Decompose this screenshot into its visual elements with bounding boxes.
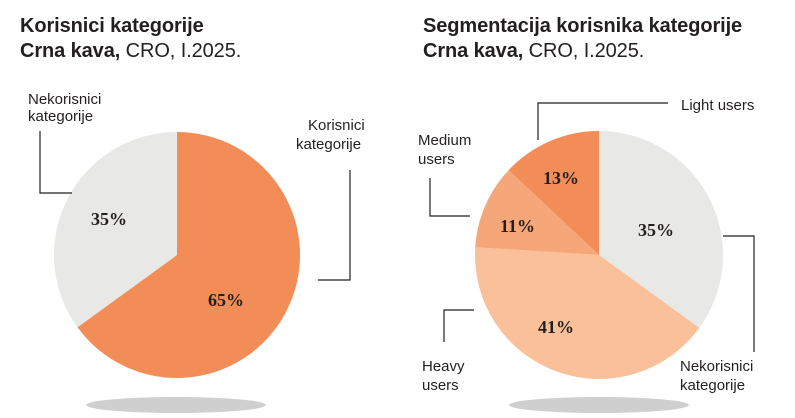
chart2-label-medium-2: users bbox=[418, 151, 455, 168]
chart2-title: Segmentacija korisnika kategorije Crna k… bbox=[423, 14, 742, 64]
chart1-leader-non-users bbox=[39, 131, 72, 194]
chart2-value-light: 13% bbox=[543, 168, 579, 188]
chart1-subtitle-line: Crna kava, CRO, I.2025. bbox=[20, 39, 241, 64]
chart1-slice-korisnici-kategorije bbox=[77, 132, 301, 379]
chart2-subtitle-bold: Crna kava, bbox=[423, 40, 524, 62]
chart2-label-medium-1: Medium bbox=[418, 132, 471, 149]
chart1-slice-nekorisnici-kategorije bbox=[54, 132, 178, 328]
chart2-leader-heavy bbox=[443, 309, 474, 342]
chart2-leader-light bbox=[537, 102, 668, 140]
chart1-label-users-1: Korisnici bbox=[308, 117, 365, 134]
chart2-title-line: Segmentacija korisnika kategorije bbox=[423, 14, 742, 39]
chart1-title: Korisnici kategorije Crna kava, CRO, I.2… bbox=[20, 14, 241, 64]
chart1-value-users: 65% bbox=[208, 290, 244, 310]
chart2-leader-non-users bbox=[723, 235, 755, 352]
chart2-label-non-users-2: kategorije bbox=[680, 377, 745, 394]
chart2-label-light: Light users bbox=[681, 97, 754, 114]
chart2-slice-medium-users bbox=[475, 170, 599, 255]
chart2-label-non-users-1: Nekorisnici bbox=[680, 358, 753, 375]
chart2-label-heavy-2: users bbox=[422, 377, 459, 394]
chart1-subtitle-bold: Crna kava, bbox=[20, 40, 121, 62]
chart2-shadow bbox=[509, 397, 689, 413]
chart2-slice-nekorisnici-kategorije bbox=[599, 131, 723, 328]
chart2-subtitle-line: Crna kava, CRO, I.2025. bbox=[423, 39, 742, 64]
chart1-title-text: Korisnici kategorije bbox=[20, 15, 204, 37]
chart2-value-medium: 11% bbox=[500, 216, 535, 236]
chart1-title-line: Korisnici kategorije bbox=[20, 14, 241, 39]
chart2-leader-medium bbox=[429, 178, 470, 217]
chart2-label-heavy-1: Heavy bbox=[422, 358, 465, 375]
chart1-label-non-users-2: kategorije bbox=[28, 108, 93, 125]
chart2-slice-heavy-users bbox=[475, 247, 700, 380]
chart2-title-text: Segmentacija korisnika kategorije bbox=[423, 15, 743, 37]
chart2-subtitle-regular: CRO, I.2025. bbox=[528, 40, 645, 62]
chart1-value-non-users: 35% bbox=[91, 209, 127, 229]
chart1-pie bbox=[54, 132, 301, 379]
chart2-value-heavy: 41% bbox=[538, 317, 574, 337]
chart2-value-non-users: 35% bbox=[638, 220, 674, 240]
chart2-pie bbox=[475, 131, 723, 380]
chart1-subtitle-regular: CRO, I.2025. bbox=[125, 40, 242, 62]
chart2-slice-light-users bbox=[508, 131, 599, 255]
chart1-leader-users bbox=[318, 170, 351, 281]
chart1-shadow bbox=[86, 397, 266, 413]
chart1-label-users-2: kategorije bbox=[296, 136, 361, 153]
chart1-label-non-users-1: Nekorisnici bbox=[28, 91, 101, 108]
